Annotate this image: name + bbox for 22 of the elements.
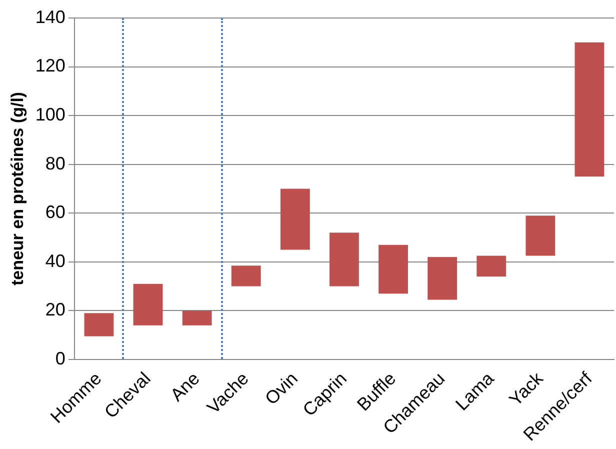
bar [378, 244, 408, 294]
y-tick-label: 0 [55, 348, 66, 368]
bar [231, 266, 261, 286]
y-tick-label: 140 [35, 6, 66, 27]
bar [574, 42, 604, 177]
x-tick-label: Ane [166, 368, 204, 406]
x-tick-label: Ovin [261, 368, 302, 409]
bar [133, 284, 163, 326]
y-tick-label: 60 [45, 202, 66, 222]
bar [476, 256, 506, 277]
bar [428, 257, 458, 300]
bar [526, 216, 556, 256]
bar [330, 232, 359, 286]
y-tick-label: 40 [45, 250, 66, 271]
y-tick-label: 80 [45, 153, 66, 174]
bar [280, 188, 310, 250]
y-tick-label: 20 [45, 300, 66, 320]
y-axis-title: teneur en protéines (g/l) [8, 92, 27, 286]
y-tick-label: 120 [35, 56, 66, 76]
y-tick-label: 100 [35, 104, 66, 125]
bar [84, 313, 114, 336]
bar [182, 310, 212, 326]
